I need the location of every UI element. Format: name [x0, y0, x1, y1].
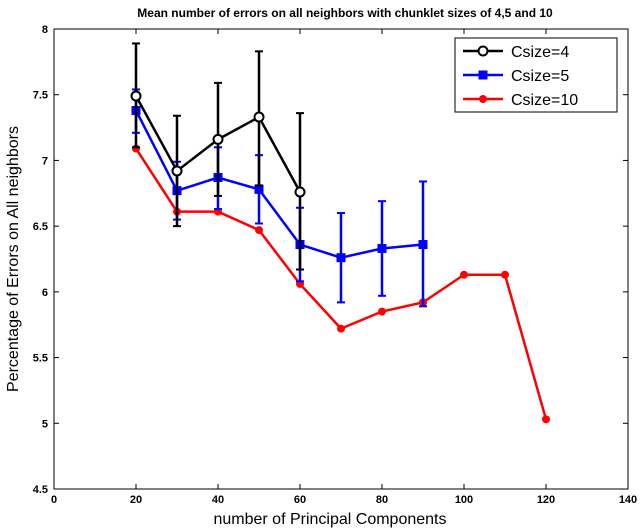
- data-point: [460, 270, 468, 279]
- legend-entry: Csize=4: [463, 44, 569, 61]
- data-point: [542, 415, 550, 424]
- legend-label: Csize=5: [511, 68, 569, 85]
- data-point: [253, 111, 265, 123]
- legend-swatch-marker: [478, 70, 488, 80]
- x-axis: 0 20 40 60 80 100 120 140: [51, 29, 637, 506]
- data-point: [171, 165, 183, 177]
- data-point: [501, 270, 509, 279]
- legend-label: Csize=4: [511, 44, 569, 61]
- series-line: [134, 109, 424, 259]
- x-tick-label: 100: [455, 494, 473, 506]
- y-axis-label: Percentage of Errors on All neighbors: [5, 126, 22, 392]
- y-tick-label: 4.5: [33, 484, 48, 496]
- y-tick-label: 6: [42, 287, 48, 299]
- y-tick-label: 7.5: [33, 90, 48, 102]
- data-point: [130, 90, 142, 102]
- x-tick-label: 60: [294, 494, 306, 506]
- legend-swatch-marker: [479, 95, 487, 103]
- x-tick-label: 140: [619, 494, 637, 506]
- y-tick-label: 8: [42, 24, 48, 36]
- series-Csize=4: [130, 42, 306, 271]
- y-tick-label: 5.5: [33, 353, 48, 365]
- data-point: [378, 307, 386, 316]
- x-tick-label: 80: [376, 494, 388, 506]
- legend-entry: Csize=10: [463, 92, 578, 109]
- legend-swatch-marker: [477, 45, 489, 57]
- data-point: [255, 226, 263, 235]
- chart-title: Mean number of errors on all neighbors w…: [137, 6, 553, 20]
- x-tick-label: 120: [537, 494, 555, 506]
- data-point: [294, 186, 306, 198]
- y-tick-label: 5: [42, 418, 48, 430]
- x-tick-label: 0: [51, 494, 57, 506]
- data-point: [212, 133, 224, 145]
- data-point: [337, 324, 345, 333]
- x-tick-label: 40: [212, 494, 224, 506]
- data-point: [336, 253, 346, 263]
- x-axis-label: number of Principal Components: [213, 511, 446, 528]
- data-point: [418, 240, 428, 250]
- data-point: [254, 184, 264, 194]
- legend: Csize=4 Csize=5 Csize=10: [454, 37, 618, 113]
- data-point: [377, 243, 387, 253]
- y-tick-label: 7: [42, 155, 48, 167]
- legend-label: Csize=10: [511, 92, 578, 109]
- series-layer: [130, 42, 550, 424]
- y-tick-label: 6.5: [33, 221, 48, 233]
- x-tick-label: 20: [130, 494, 142, 506]
- legend-entry: Csize=5: [463, 68, 569, 85]
- y-axis: 4.5 5 5.5 6 6.5 7 7.5 8: [33, 24, 628, 496]
